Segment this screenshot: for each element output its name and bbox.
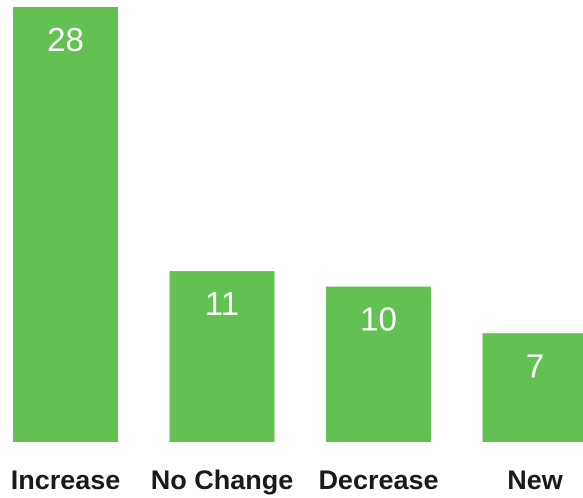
data-label: 7 (526, 347, 544, 384)
category-label: No Change (151, 465, 294, 495)
data-label: 28 (47, 21, 84, 58)
category-label: Increase (11, 465, 121, 495)
category-labels-group: Increase No Change Decrease New (11, 465, 564, 495)
bar-decrease (326, 286, 431, 442)
data-labels-group: 28 11 10 7 (47, 21, 544, 384)
data-label: 11 (205, 285, 239, 322)
data-label: 10 (360, 301, 397, 338)
bar-no-change (169, 271, 275, 442)
category-label: New (507, 465, 564, 495)
category-label: Decrease (318, 465, 438, 495)
bar-increase (13, 7, 118, 442)
bars-group (13, 7, 583, 442)
bar-new (482, 333, 583, 442)
